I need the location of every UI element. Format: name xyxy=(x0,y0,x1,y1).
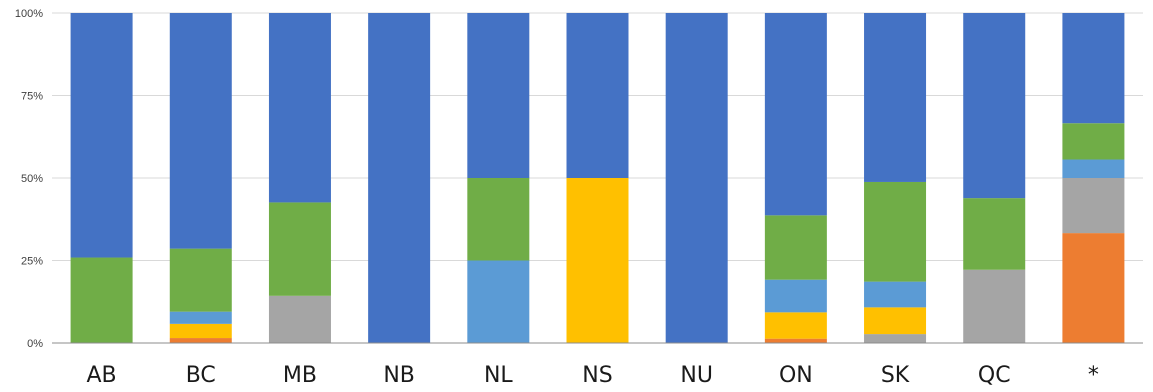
bar-segment xyxy=(169,13,232,249)
x-tick-label: AB xyxy=(87,363,117,388)
y-tick-label: 50% xyxy=(21,173,43,185)
bars xyxy=(70,13,1125,343)
bar-segment xyxy=(566,178,629,343)
bar-segment xyxy=(864,181,927,282)
bar-segment xyxy=(70,13,133,258)
bar-segment xyxy=(963,13,1026,199)
bar-segment xyxy=(764,312,827,339)
bar-segment xyxy=(764,279,827,313)
y-tick-label: 100% xyxy=(15,8,43,20)
x-tick-label: ON xyxy=(779,363,813,388)
bar-segment xyxy=(268,13,331,203)
bar-segment xyxy=(963,198,1026,270)
x-tick-label: NS xyxy=(582,363,612,388)
bar-segment xyxy=(963,269,1026,343)
bar-segment xyxy=(665,13,728,343)
bar-segment xyxy=(1062,233,1125,343)
bar-segment xyxy=(268,295,331,343)
x-axis-ticks: AB BC MB NB NL NS NU ON SK QC * xyxy=(87,363,1099,388)
bar-segment xyxy=(764,338,827,343)
bar-segment xyxy=(1062,123,1125,160)
bar-segment xyxy=(1062,13,1125,124)
bar-segment xyxy=(864,334,927,343)
bar-segment xyxy=(467,13,530,178)
y-tick-label: 75% xyxy=(21,91,43,103)
bar-segment xyxy=(169,248,232,312)
bar-segment xyxy=(864,13,927,182)
bar-segment xyxy=(864,307,927,335)
bar-segment xyxy=(169,338,232,343)
bar-segment xyxy=(467,260,530,343)
bar-segment xyxy=(566,13,629,178)
bar-segment xyxy=(70,257,133,343)
bar-segment xyxy=(1062,178,1125,234)
y-axis-ticks: 0% 25% 50% 75% 100% xyxy=(15,8,43,350)
bar-segment xyxy=(169,323,232,339)
x-tick-label: NL xyxy=(484,363,513,388)
bar-segment xyxy=(169,311,232,324)
x-tick-label: MB xyxy=(283,363,317,388)
bar-segment xyxy=(368,13,431,343)
bar-segment xyxy=(764,13,827,216)
bar-segment xyxy=(864,281,927,308)
x-tick-label: SK xyxy=(881,363,910,388)
y-tick-label: 25% xyxy=(21,256,43,268)
x-tick-label: NU xyxy=(680,363,713,388)
x-tick-label: NB xyxy=(383,363,415,388)
x-tick-label: QC xyxy=(978,363,1011,388)
bar-segment xyxy=(268,202,331,296)
bar-segment xyxy=(764,215,827,280)
x-tick-label: * xyxy=(1088,363,1099,388)
y-tick-label: 0% xyxy=(27,338,43,350)
bar-segment xyxy=(1062,159,1125,178)
x-tick-label: BC xyxy=(186,363,216,388)
bar-segment xyxy=(467,178,530,261)
